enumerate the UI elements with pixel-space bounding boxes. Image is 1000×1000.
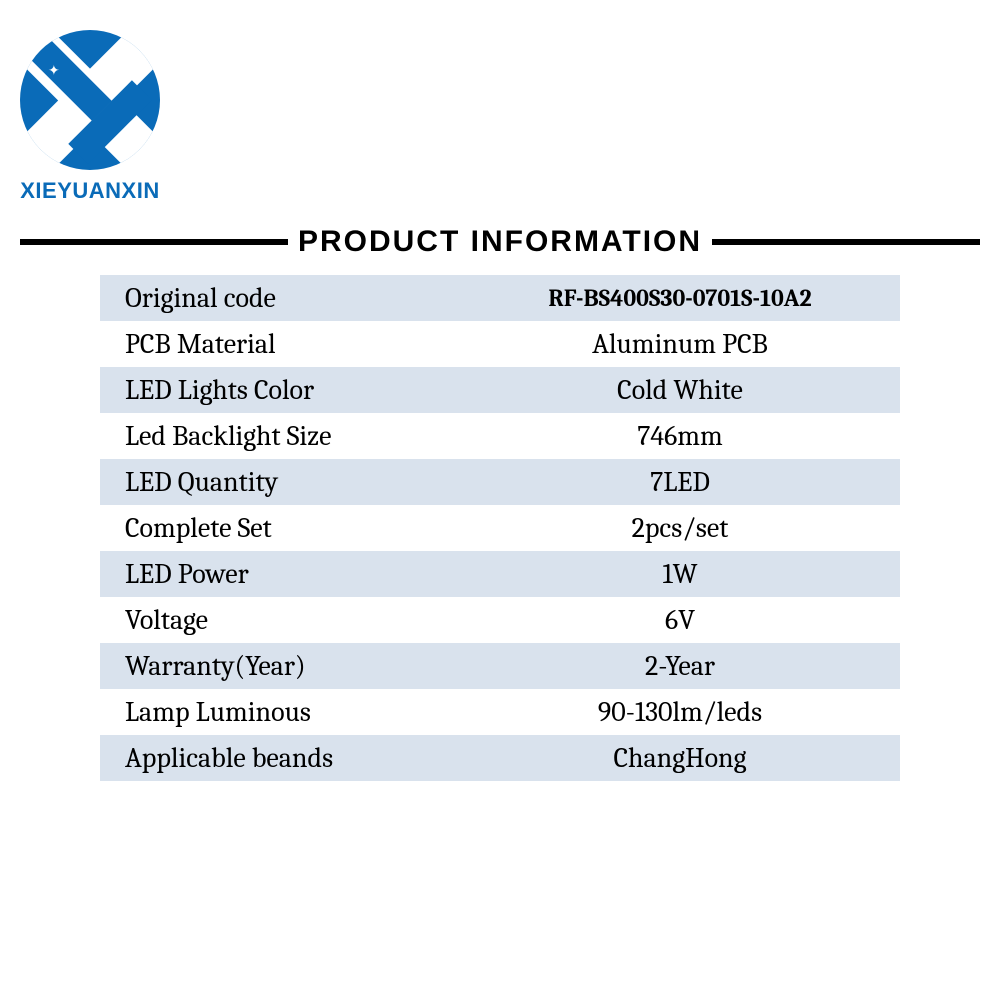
table-row: Led Backlight Size746mm (100, 413, 900, 459)
spec-label: LED Power (100, 558, 460, 590)
spec-value: Cold White (460, 374, 900, 406)
spec-value: 1W (460, 558, 900, 590)
spec-value: ChangHong (460, 742, 900, 774)
spec-label: Complete Set (100, 512, 460, 544)
spec-value: 6V (460, 604, 900, 636)
spec-value: 2pcs/set (460, 512, 900, 544)
table-row: PCB MaterialAluminum PCB (100, 321, 900, 367)
spec-value: Aluminum PCB (460, 328, 900, 360)
table-row: Original codeRF-BS400S30-0701S-10A2 (100, 275, 900, 321)
spec-label: PCB Material (100, 328, 460, 360)
logo-star-icon: ✦ (48, 62, 60, 79)
table-row: LED Lights ColorCold White (100, 367, 900, 413)
spec-label: Led Backlight Size (100, 420, 460, 452)
section-title: PRODUCT INFORMATION (298, 225, 702, 259)
divider-line-left (20, 239, 288, 245)
spec-table: Original codeRF-BS400S30-0701S-10A2PCB M… (100, 275, 900, 781)
spec-value: 7LED (460, 466, 900, 498)
table-row: LED Power1W (100, 551, 900, 597)
spec-value: 90-130lm/leds (460, 696, 900, 728)
table-row: Voltage6V (100, 597, 900, 643)
spec-label: LED Quantity (100, 466, 460, 498)
brand-name: XIEYUANXIN (20, 178, 160, 204)
table-row: Warranty(Year)2-Year (100, 643, 900, 689)
spec-value: 746mm (460, 420, 900, 452)
spec-label: LED Lights Color (100, 374, 460, 406)
spec-label: Warranty(Year) (100, 650, 460, 682)
spec-label: Applicable beands (100, 742, 460, 774)
spec-value: 2-Year (460, 650, 900, 682)
spec-label: Voltage (100, 604, 460, 636)
section-divider: PRODUCT INFORMATION (20, 225, 980, 259)
logo-circle: ✦ (20, 30, 160, 170)
spec-label: Lamp Luminous (100, 696, 460, 728)
brand-logo-container: ✦ XIEYUANXIN (20, 30, 160, 204)
table-row: Complete Set2pcs/set (100, 505, 900, 551)
divider-line-right (712, 239, 980, 245)
spec-label: Original code (100, 282, 460, 314)
table-row: Applicable beandsChangHong (100, 735, 900, 781)
spec-value: RF-BS400S30-0701S-10A2 (460, 284, 900, 312)
table-row: Lamp Luminous90-130lm/leds (100, 689, 900, 735)
table-row: LED Quantity7LED (100, 459, 900, 505)
